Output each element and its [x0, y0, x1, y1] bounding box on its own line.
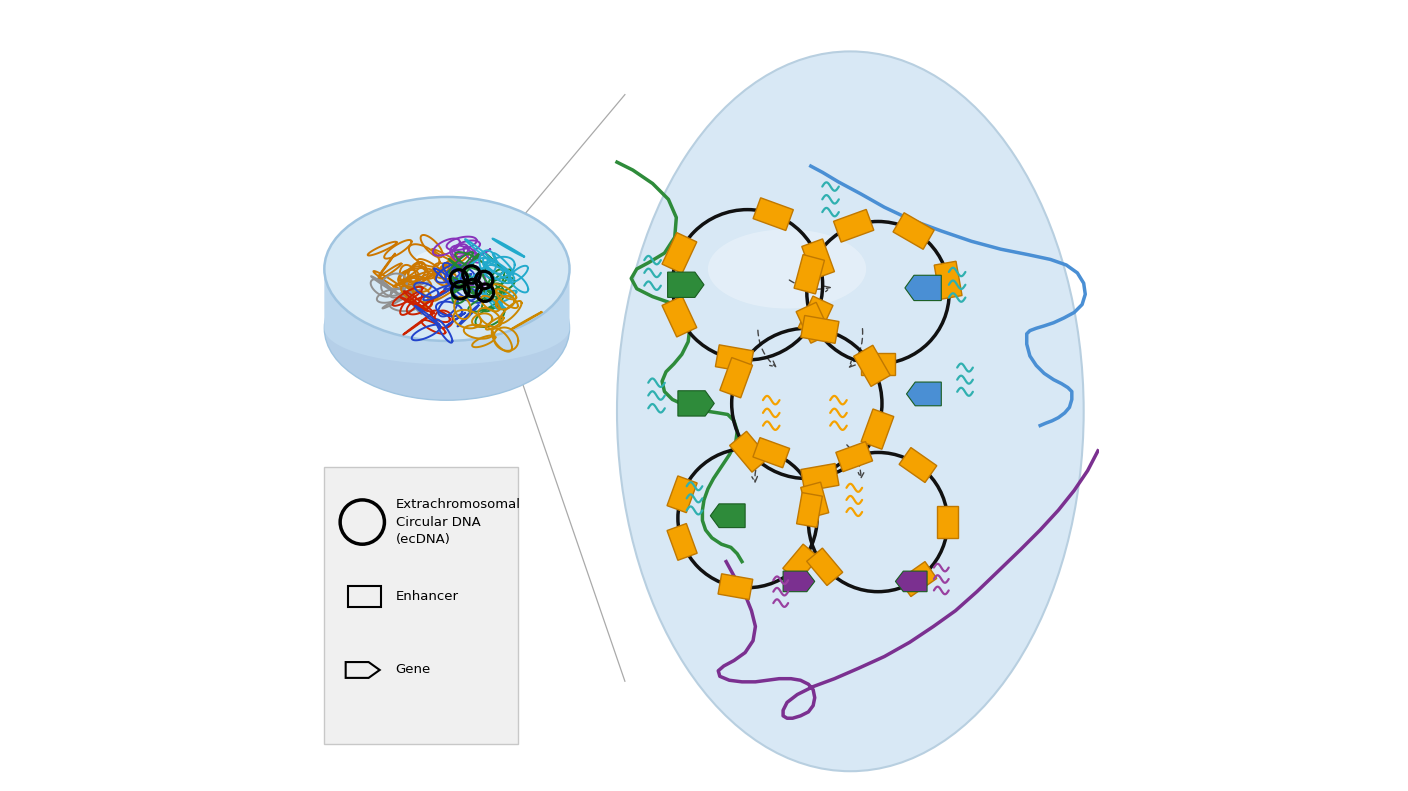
Polygon shape [905, 275, 942, 301]
Ellipse shape [324, 256, 569, 400]
Bar [801, 464, 839, 491]
FancyBboxPatch shape [324, 467, 518, 744]
Bar [729, 431, 769, 472]
Polygon shape [895, 571, 926, 592]
Bar [753, 437, 790, 467]
Bar [715, 345, 753, 373]
Ellipse shape [414, 248, 487, 274]
Text: Extrachromosomal
Circular DNA
(ecDNA): Extrachromosomal Circular DNA (ecDNA) [396, 498, 521, 546]
Bar [801, 239, 835, 279]
Polygon shape [710, 504, 745, 528]
Bar [348, 586, 382, 607]
Bar [934, 261, 962, 299]
Ellipse shape [324, 197, 569, 341]
Polygon shape [677, 391, 714, 416]
Bar [797, 493, 822, 528]
Bar [783, 544, 819, 581]
Bar [753, 198, 793, 230]
Polygon shape [907, 382, 942, 406]
Bar [796, 302, 831, 343]
Bar [798, 296, 834, 337]
Bar [860, 353, 895, 375]
Bar [801, 316, 839, 343]
Bar [893, 213, 935, 249]
Bar [807, 548, 843, 585]
Bar [662, 296, 697, 337]
Polygon shape [783, 571, 815, 592]
Polygon shape [667, 272, 704, 297]
Bar [938, 506, 957, 538]
Bar [900, 448, 936, 483]
Bar [862, 409, 894, 449]
Text: Gene: Gene [396, 664, 431, 676]
Bar [853, 345, 890, 387]
Bar [836, 441, 873, 471]
Bar [900, 562, 936, 596]
Ellipse shape [617, 51, 1084, 771]
Bar [801, 483, 829, 518]
Bar [662, 233, 697, 274]
Ellipse shape [708, 229, 866, 308]
Bar [667, 476, 697, 513]
Text: Enhancer: Enhancer [396, 590, 459, 603]
Polygon shape [324, 269, 569, 364]
Bar [667, 524, 697, 560]
Bar [834, 210, 874, 242]
Bar [794, 255, 825, 294]
Bar [719, 358, 752, 398]
Bar [718, 573, 753, 600]
